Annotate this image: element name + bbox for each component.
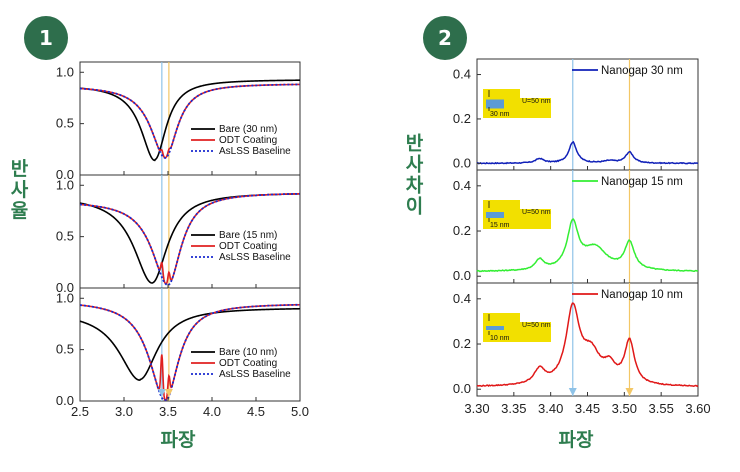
inset-top-block: [483, 89, 520, 98]
legend-label: AsLSS Baseline: [219, 369, 291, 380]
inset-gap: [486, 99, 504, 109]
left-xlabel: 파장: [161, 429, 196, 451]
x-tick-label: 3.45: [575, 401, 600, 416]
y-tick-label: 1.0: [56, 64, 74, 79]
nanogap-line: [476, 302, 699, 388]
y-tick-label: 0.2: [453, 336, 471, 351]
right-panel-30: 0.0 0.2 0.4 Nanogap 30 nm U=50 nm 30 nm: [453, 58, 699, 171]
badge-2-text: 2: [438, 26, 452, 50]
y-tick-label: 0.4: [453, 178, 471, 193]
x-tick-label: 3.40: [538, 401, 563, 416]
x-tick-label: 4.5: [247, 404, 265, 419]
legend-label: Nanogap 15 nm: [601, 176, 683, 188]
y-tick-label: 1.0: [56, 290, 74, 305]
inset-gap-label: 15 nm: [490, 222, 510, 229]
y-tick-label: 0.4: [453, 67, 471, 82]
bare-line: [79, 307, 300, 381]
baseline-line: [79, 192, 300, 287]
structure-inset: U=50 nm 30 nm: [483, 89, 551, 118]
orange-marker-arrow: [164, 389, 173, 397]
x-tick-label: 3.55: [649, 401, 674, 416]
structure-inset: U=50 nm 15 nm: [483, 200, 551, 229]
nanogap-line: [476, 218, 699, 273]
y-tick-label: 0.0: [56, 280, 74, 295]
right-ylabel: 반사차이: [402, 133, 424, 217]
right-panel-10: 0.0 0.2 0.4 Nanogap 10 nm U=50 nm 10 nm: [453, 282, 699, 397]
badge-1-circle: [24, 16, 68, 60]
bare-line: [79, 79, 300, 162]
legend-label: AsLSS Baseline: [219, 252, 291, 263]
y-tick-label: 0.4: [453, 291, 471, 306]
nanogap-line: [476, 140, 699, 165]
inset-gap: [486, 212, 504, 218]
x-tick-label: 3.60: [685, 401, 710, 416]
x-tick-label: 3.50: [612, 401, 637, 416]
y-tick-label: 0.0: [453, 381, 471, 396]
x-tick-label: 3.0: [115, 404, 133, 419]
x-tick-label: 2.5: [71, 404, 89, 419]
baseline-line: [79, 303, 301, 401]
y-tick-label: 0.0: [56, 393, 74, 408]
legend-label: Bare (30 nm): [219, 124, 277, 135]
badge-1: 1: [24, 16, 68, 60]
y-tick-label: 0.5: [56, 116, 74, 131]
inset-gap: [486, 326, 504, 330]
orange-marker-arrow: [625, 388, 634, 396]
blue-marker-arrow: [157, 389, 166, 397]
y-tick-label: 0.5: [56, 229, 74, 244]
left-panel-frame: [79, 61, 301, 176]
y-tick-label: 0.2: [453, 111, 471, 126]
legend-label: Bare (15 nm): [219, 230, 277, 241]
legend-label: ODT Coating: [219, 241, 277, 252]
y-tick-label: 0.2: [453, 223, 471, 238]
legend-label: ODT Coating: [219, 135, 277, 146]
left-panel-frame: [79, 287, 301, 402]
x-tick-label: 4.0: [203, 404, 221, 419]
inset-width-label: U=50 nm: [522, 98, 551, 105]
baseline-line: [79, 83, 301, 159]
legend-label: Bare (10 nm): [219, 347, 277, 358]
x-tick-label: 3.5: [159, 404, 177, 419]
right-chart: 0.0 0.2 0.4 Nanogap 30 nm U=50 nm 30 nm 0.0 0.2…: [453, 58, 711, 416]
x-tick-label: 5.0: [291, 404, 309, 419]
structure-inset: U=50 nm 10 nm: [483, 313, 551, 342]
badge-1-text: 1: [39, 26, 53, 50]
inset-width-label: U=50 nm: [522, 209, 551, 216]
y-tick-label: 0.5: [56, 342, 74, 357]
left-ylabel: 반사율: [7, 158, 29, 221]
legend-label: Nanogap 30 nm: [601, 65, 683, 77]
legend-label: Nanogap 10 nm: [601, 289, 683, 301]
badge-2: 2: [423, 16, 467, 60]
badge-2-circle: [423, 16, 467, 60]
right-panel-15: 0.0 0.2 0.4 Nanogap 15 nm U=50 nm 15 nm: [453, 169, 699, 284]
y-tick-label: 0.0: [453, 155, 471, 170]
y-tick-label: 0.0: [56, 167, 74, 182]
legend-label: ODT Coating: [219, 358, 277, 369]
inset-gap-label: 30 nm: [490, 111, 510, 118]
inset-width-label: U=50 nm: [522, 322, 551, 329]
right-xlabel: 파장: [559, 429, 594, 451]
y-tick-label: 0.0: [453, 268, 471, 283]
inset-top-block: [483, 313, 520, 322]
inset-gap-label: 10 nm: [490, 335, 510, 342]
x-tick-label: 3.30: [464, 401, 489, 416]
inset-top-block: [483, 200, 520, 209]
legend-label: AsLSS Baseline: [219, 146, 291, 157]
x-tick-label: 3.35: [501, 401, 526, 416]
blue-marker-arrow: [568, 388, 577, 396]
y-tick-label: 1.0: [56, 177, 74, 192]
